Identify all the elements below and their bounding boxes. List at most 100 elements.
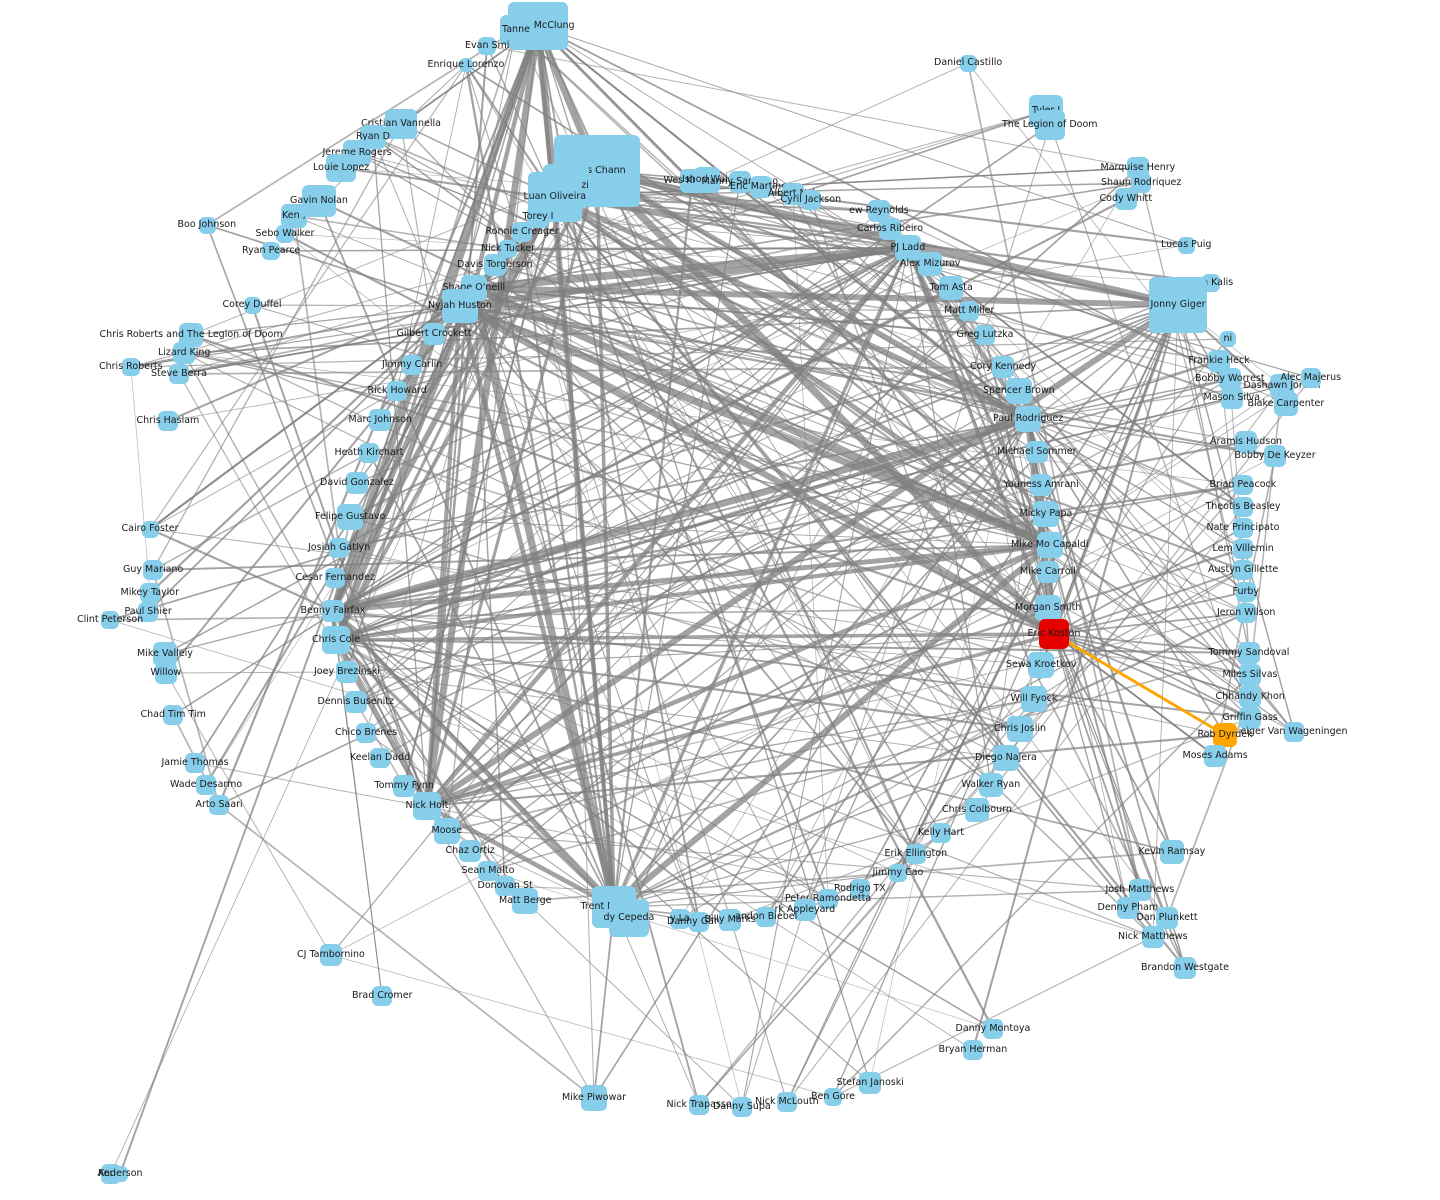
graph-node[interactable] (1006, 378, 1032, 404)
graph-node[interactable] (1213, 723, 1237, 747)
graph-node[interactable] (169, 364, 189, 384)
graph-node[interactable] (478, 861, 498, 881)
graph-node[interactable] (1236, 582, 1256, 602)
graph-node[interactable] (1238, 642, 1260, 664)
graph-node[interactable] (1174, 957, 1196, 979)
graph-node[interactable] (359, 443, 379, 463)
graph-node[interactable] (345, 691, 367, 713)
graph-node[interactable] (1030, 474, 1052, 496)
graph-node[interactable] (1131, 173, 1151, 193)
graph-node[interactable] (325, 568, 345, 588)
graph-node[interactable] (500, 15, 532, 45)
graph-node[interactable] (346, 472, 368, 494)
graph-node[interactable] (1233, 497, 1253, 517)
graph-node[interactable] (859, 1072, 881, 1094)
graph-node[interactable] (140, 583, 160, 603)
graph-node[interactable] (1233, 560, 1253, 580)
graph-node[interactable] (729, 171, 751, 193)
graph-node[interactable] (1239, 664, 1261, 686)
graph-node[interactable] (173, 342, 195, 364)
graph-node[interactable] (689, 912, 709, 932)
graph-node[interactable] (850, 879, 870, 899)
graph-node[interactable] (992, 356, 1014, 378)
graph-node[interactable] (1233, 475, 1253, 495)
graph-node[interactable] (983, 1019, 1003, 1039)
graph-node[interactable] (1284, 722, 1304, 742)
graph-node[interactable] (322, 600, 344, 622)
graph-node[interactable] (670, 909, 690, 929)
graph-node[interactable] (1204, 745, 1226, 767)
graph-node[interactable] (329, 538, 349, 558)
graph-node[interactable] (369, 409, 391, 431)
graph-node[interactable] (1035, 110, 1065, 140)
graph-node[interactable] (262, 242, 280, 260)
graph-node[interactable] (336, 661, 358, 683)
graph-node[interactable] (112, 1166, 128, 1182)
graph-node[interactable] (918, 252, 942, 276)
graph-node[interactable] (198, 216, 216, 234)
graph-node[interactable] (1219, 368, 1241, 390)
graph-node[interactable] (1264, 445, 1286, 467)
graph-node[interactable] (326, 154, 356, 182)
graph-node[interactable] (413, 792, 441, 820)
graph-node[interactable] (694, 167, 720, 193)
graph-node[interactable] (478, 37, 496, 55)
graph-node[interactable] (975, 325, 995, 345)
graph-node[interactable] (393, 775, 415, 797)
graph-node[interactable] (719, 909, 741, 931)
graph-node[interactable] (1115, 188, 1137, 210)
graph-node[interactable] (243, 296, 261, 314)
graph-node[interactable] (939, 276, 963, 300)
graph-node[interactable] (801, 190, 821, 210)
graph-node[interactable] (1156, 907, 1178, 929)
graph-node[interactable] (581, 1085, 607, 1111)
graph-node[interactable] (895, 235, 921, 261)
graph-node[interactable] (1026, 441, 1048, 463)
graph-node[interactable] (959, 54, 977, 72)
graph-node[interactable] (1117, 897, 1139, 919)
graph-node[interactable] (609, 899, 649, 937)
graph-node[interactable] (1208, 350, 1230, 372)
graph-node[interactable] (185, 753, 205, 773)
graph-node[interactable] (993, 745, 1019, 771)
graph-node[interactable] (101, 611, 119, 629)
graph-node[interactable] (906, 844, 926, 864)
graph-node[interactable] (782, 183, 804, 205)
graph-node[interactable] (732, 1097, 752, 1117)
graph-node[interactable] (459, 58, 473, 72)
graph-node[interactable] (1233, 518, 1253, 538)
graph-node[interactable] (979, 773, 1003, 797)
graph-node[interactable] (402, 355, 422, 375)
graph-node[interactable] (1142, 926, 1164, 948)
graph-node[interactable] (1239, 686, 1261, 708)
graph-node[interactable] (1235, 431, 1257, 453)
graph-node[interactable] (965, 798, 989, 822)
graph-node[interactable] (1007, 716, 1033, 742)
graph-node[interactable] (512, 888, 538, 914)
graph-node[interactable] (1220, 331, 1236, 347)
graph-node[interactable] (337, 504, 363, 530)
graph-node[interactable] (122, 358, 140, 376)
graph-node[interactable] (276, 225, 294, 243)
graph-node[interactable] (777, 1092, 797, 1112)
graph-node[interactable] (434, 818, 460, 844)
graph-node[interactable] (963, 1040, 983, 1060)
graph-node[interactable] (155, 662, 177, 684)
graph-node[interactable] (931, 823, 951, 843)
graph-node[interactable] (158, 411, 178, 431)
graph-node[interactable] (209, 795, 229, 815)
graph-node[interactable] (689, 1095, 709, 1115)
graph-node[interactable] (1021, 686, 1047, 712)
graph-node[interactable] (1039, 619, 1069, 649)
graph-node[interactable] (879, 218, 901, 240)
graph-node[interactable] (385, 109, 417, 139)
graph-node[interactable] (1301, 368, 1321, 388)
graph-node[interactable] (442, 289, 478, 323)
graph-node[interactable] (750, 176, 772, 198)
graph-node[interactable] (1015, 406, 1041, 432)
graph-node[interactable] (1274, 392, 1298, 416)
graph-node[interactable] (1233, 539, 1253, 559)
graph-node[interactable] (499, 240, 517, 258)
graph-node[interactable] (1033, 501, 1059, 527)
graph-node[interactable] (1037, 561, 1059, 583)
